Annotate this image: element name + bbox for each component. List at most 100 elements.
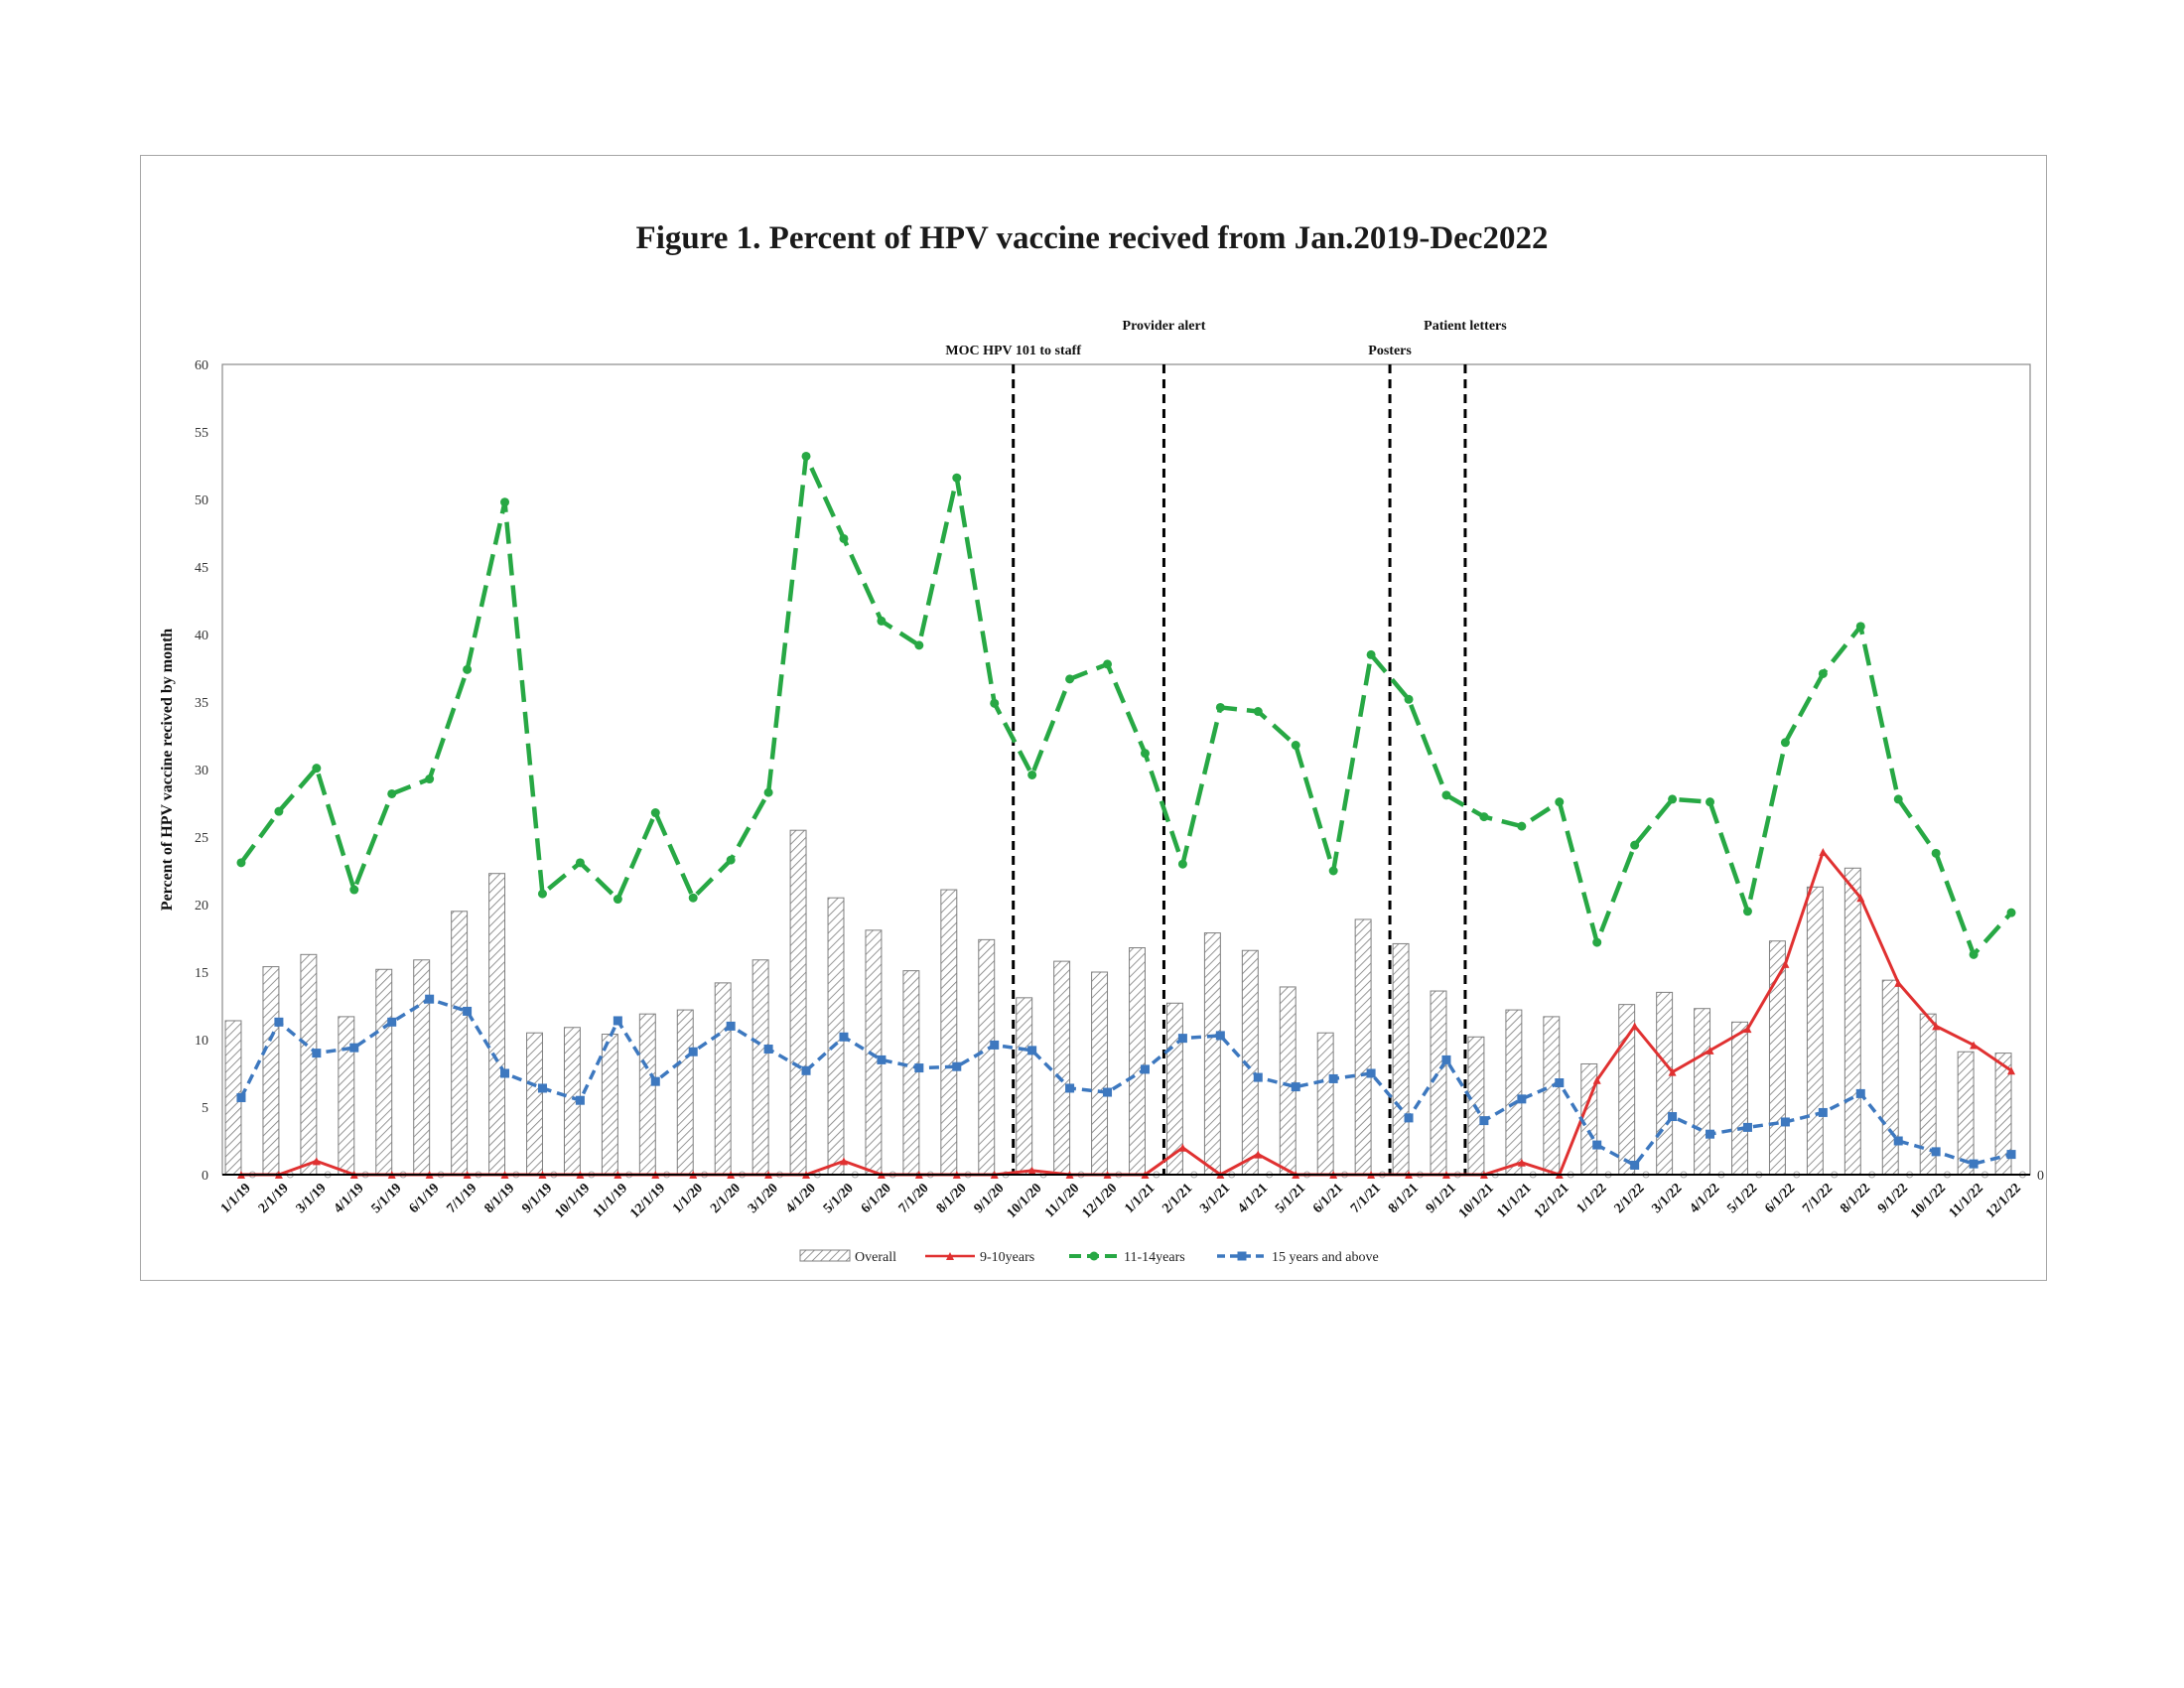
point-marker: [914, 1063, 924, 1073]
point-marker: [650, 1076, 660, 1086]
x-tick-label: 11/1/22: [1947, 1181, 1986, 1220]
x-tick-label: 6/1/22: [1762, 1181, 1798, 1216]
point-marker: [1328, 866, 1338, 876]
point-marker: [801, 1065, 811, 1075]
point-marker: [1065, 674, 1075, 684]
point-marker: [349, 1043, 359, 1053]
bar-overall: [375, 968, 393, 1176]
point-marker: [1780, 738, 1790, 748]
y-tick-label: 60: [195, 358, 208, 373]
y-tick-label: 5: [202, 1101, 208, 1116]
bar-overall: [1316, 1032, 1334, 1176]
point-marker: [952, 1061, 962, 1071]
bar-overall: [789, 829, 807, 1176]
x-tick-label: 5/1/22: [1724, 1181, 1760, 1216]
point-marker: [2006, 908, 2016, 917]
bar-overall: [338, 1016, 355, 1176]
point-marker: [575, 858, 585, 868]
bar-overall: [1129, 947, 1146, 1176]
point-marker: [1855, 622, 1865, 632]
x-tick-label: 8/1/21: [1386, 1181, 1422, 1216]
bar-overall: [1279, 986, 1297, 1176]
point-marker: [1254, 1150, 1263, 1159]
y-tick-label: 30: [195, 764, 208, 778]
bar-overall: [1881, 979, 1899, 1176]
bar-overall: [978, 938, 996, 1176]
point-marker: [312, 1157, 321, 1166]
point-marker: [1969, 1159, 1979, 1169]
x-tick-label: 6/1/19: [407, 1181, 443, 1216]
x-tick-label: 8/1/19: [481, 1181, 517, 1216]
y-tick-label: 0: [202, 1169, 208, 1184]
point-marker: [1668, 1112, 1678, 1122]
point-marker: [1706, 1046, 1714, 1055]
bar-overall: [488, 873, 506, 1176]
bar-overall: [601, 1034, 618, 1176]
point-marker: [1027, 1046, 1037, 1055]
point-marker: [1630, 1022, 1639, 1031]
bar-overall: [751, 959, 769, 1176]
x-tick-label: 12/1/21: [1532, 1181, 1572, 1221]
y-axis: 0 5 10 15 20 25 30 35 40 45 50 55 60: [195, 358, 208, 1184]
x-tick-label: 8/1/20: [934, 1181, 970, 1216]
point-marker: [1818, 1107, 1828, 1117]
point-marker: [763, 787, 773, 797]
point-marker: [763, 1045, 773, 1055]
x-tick-label: 10/1/21: [1456, 1181, 1497, 1221]
x-tick-label: 9/1/20: [972, 1181, 1008, 1216]
point-marker: [1177, 1034, 1187, 1044]
legend: Overall 9-10years 11-14years 15 years and a…: [799, 1249, 1379, 1265]
bar-overall: [1843, 867, 1861, 1176]
bar-overall: [638, 1013, 656, 1176]
point-marker: [1253, 1072, 1263, 1082]
point-marker: [1742, 1122, 1752, 1132]
bar-overall: [526, 1032, 543, 1176]
x-axis: 1/1/19 2/1/19 3/1/19 4/1/19 5/1/19 6/1/19 7/1/…: [218, 1174, 2030, 1221]
y-tick-label: 25: [195, 831, 208, 846]
series-line: [239, 454, 2013, 957]
point-marker: [387, 1017, 397, 1027]
point-marker: [650, 808, 660, 818]
point-marker: [1215, 702, 1225, 712]
point-marker: [1970, 1041, 1979, 1050]
point-marker: [425, 774, 435, 784]
x-tick-label: 1/1/19: [218, 1181, 254, 1216]
series-line: [239, 997, 2012, 1168]
x-tick-label: 4/1/19: [332, 1181, 367, 1216]
point-marker: [613, 1016, 622, 1026]
y-tick-label: 40: [195, 629, 208, 643]
bar-overall: [902, 970, 920, 1176]
point-marker: [500, 1068, 510, 1078]
bar-overall: [865, 929, 883, 1176]
point-marker: [349, 885, 359, 895]
x-tick-label: 6/1/20: [859, 1181, 894, 1216]
bar-overall: [1694, 1008, 1711, 1176]
y-tick-label: 45: [195, 561, 208, 576]
x-tick-label: 3/1/19: [294, 1181, 330, 1216]
point-marker: [1742, 907, 1752, 916]
x-tick-label: 1/1/20: [670, 1181, 706, 1216]
point-marker: [236, 858, 246, 868]
point-marker: [537, 889, 547, 899]
annotation-label: Provider alert: [1123, 319, 1206, 334]
point-marker: [2006, 1150, 2016, 1160]
point-marker: [463, 1006, 473, 1016]
bar-overall: [1091, 971, 1109, 1176]
x-tick-label: 12/1/20: [1080, 1181, 1121, 1221]
point-marker: [537, 1083, 547, 1093]
point-marker: [1818, 668, 1828, 678]
point-marker: [1103, 1087, 1113, 1097]
x-tick-label: 3/1/22: [1650, 1181, 1686, 1216]
x-tick-label: 11/1/19: [591, 1181, 630, 1220]
point-marker: [1027, 770, 1037, 779]
x-tick-label: 12/1/22: [1983, 1181, 2024, 1221]
bar-overall: [413, 959, 431, 1176]
point-marker: [1668, 1067, 1677, 1076]
point-marker: [1893, 1136, 1903, 1146]
x-tick-label: 2/1/22: [1612, 1181, 1648, 1216]
point-marker: [990, 698, 1000, 708]
point-marker: [914, 640, 924, 650]
x-tick-label: 2/1/20: [708, 1181, 744, 1216]
x-tick-label: 5/1/21: [1273, 1181, 1308, 1216]
y-tick-label: 50: [195, 493, 208, 508]
